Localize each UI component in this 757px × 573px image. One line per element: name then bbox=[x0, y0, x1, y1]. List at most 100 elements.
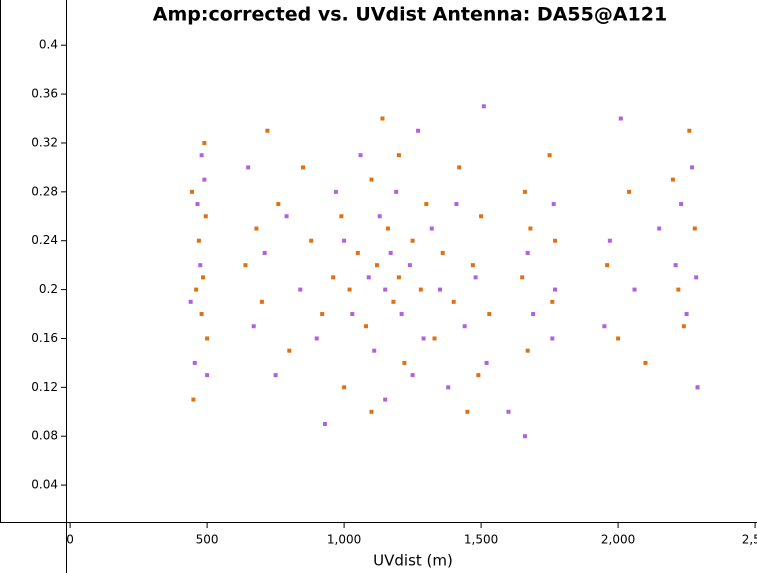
point bbox=[350, 312, 355, 317]
point bbox=[355, 250, 360, 255]
point bbox=[262, 250, 267, 255]
x-tick-label: 2,000 bbox=[601, 533, 635, 547]
point bbox=[192, 360, 197, 365]
point bbox=[451, 299, 456, 304]
point bbox=[287, 348, 292, 353]
point bbox=[205, 373, 210, 378]
y-tick-label: 0.12 bbox=[31, 380, 58, 394]
point bbox=[627, 189, 632, 194]
point bbox=[246, 165, 251, 170]
point bbox=[618, 116, 623, 121]
point bbox=[347, 287, 352, 292]
point bbox=[243, 263, 248, 268]
point bbox=[531, 312, 536, 317]
y-tick-label: 0.4 bbox=[39, 38, 58, 52]
point bbox=[254, 226, 259, 231]
point bbox=[476, 373, 481, 378]
point bbox=[550, 299, 555, 304]
point bbox=[339, 214, 344, 219]
point bbox=[481, 104, 486, 109]
point bbox=[551, 202, 556, 207]
point bbox=[194, 287, 199, 292]
point bbox=[203, 214, 208, 219]
point bbox=[525, 348, 530, 353]
point bbox=[437, 287, 442, 292]
point bbox=[429, 226, 434, 231]
point bbox=[465, 409, 470, 414]
point bbox=[670, 177, 675, 182]
point bbox=[380, 116, 385, 121]
point bbox=[309, 238, 314, 243]
point bbox=[188, 299, 193, 304]
point bbox=[388, 250, 393, 255]
point bbox=[364, 324, 369, 329]
point bbox=[369, 409, 374, 414]
point bbox=[407, 263, 412, 268]
x-tick-label: 2,50 bbox=[742, 533, 757, 547]
y-tick-label: 0.04 bbox=[31, 478, 58, 492]
point bbox=[410, 373, 415, 378]
point bbox=[195, 202, 200, 207]
point bbox=[191, 397, 196, 402]
point bbox=[547, 153, 552, 158]
point bbox=[333, 189, 338, 194]
y-tick-label: 0.32 bbox=[31, 135, 58, 149]
point bbox=[205, 336, 210, 341]
point bbox=[320, 312, 325, 317]
point bbox=[643, 360, 648, 365]
y-tick-label: 0.2 bbox=[39, 282, 58, 296]
x-tick-label: 1,500 bbox=[464, 533, 498, 547]
point bbox=[440, 250, 445, 255]
point bbox=[273, 373, 278, 378]
point bbox=[372, 348, 377, 353]
point bbox=[410, 238, 415, 243]
y-tick-label: 0.16 bbox=[31, 331, 58, 345]
point bbox=[391, 299, 396, 304]
point bbox=[314, 336, 319, 341]
point bbox=[416, 128, 421, 133]
point bbox=[202, 140, 207, 145]
point bbox=[681, 324, 686, 329]
point bbox=[251, 324, 256, 329]
point bbox=[284, 214, 289, 219]
y-tick-label: 0.28 bbox=[31, 184, 58, 198]
point bbox=[484, 360, 489, 365]
point bbox=[200, 275, 205, 280]
x-axis-label: UVdist (m) bbox=[373, 552, 453, 570]
point bbox=[342, 238, 347, 243]
point bbox=[676, 287, 681, 292]
point bbox=[202, 177, 207, 182]
point bbox=[457, 165, 462, 170]
point bbox=[369, 177, 374, 182]
point bbox=[479, 214, 484, 219]
point bbox=[199, 312, 204, 317]
point bbox=[684, 312, 689, 317]
point bbox=[196, 238, 201, 243]
point bbox=[607, 238, 612, 243]
point bbox=[358, 153, 363, 158]
point bbox=[198, 263, 203, 268]
point bbox=[487, 312, 492, 317]
point bbox=[690, 165, 695, 170]
point bbox=[342, 385, 347, 390]
point bbox=[424, 202, 429, 207]
point bbox=[394, 189, 399, 194]
y-tick-label: 0.08 bbox=[31, 429, 58, 443]
point bbox=[694, 275, 699, 280]
point bbox=[550, 336, 555, 341]
point bbox=[331, 275, 336, 280]
chart-title: Amp:corrected vs. UVdist Antenna: DA55@A… bbox=[153, 4, 667, 26]
point bbox=[673, 263, 678, 268]
point bbox=[528, 226, 533, 231]
point bbox=[399, 312, 404, 317]
point bbox=[366, 275, 371, 280]
point bbox=[525, 250, 530, 255]
point bbox=[605, 263, 610, 268]
point bbox=[259, 299, 264, 304]
point bbox=[522, 434, 527, 439]
point bbox=[679, 202, 684, 207]
point bbox=[421, 336, 426, 341]
point bbox=[199, 153, 204, 158]
